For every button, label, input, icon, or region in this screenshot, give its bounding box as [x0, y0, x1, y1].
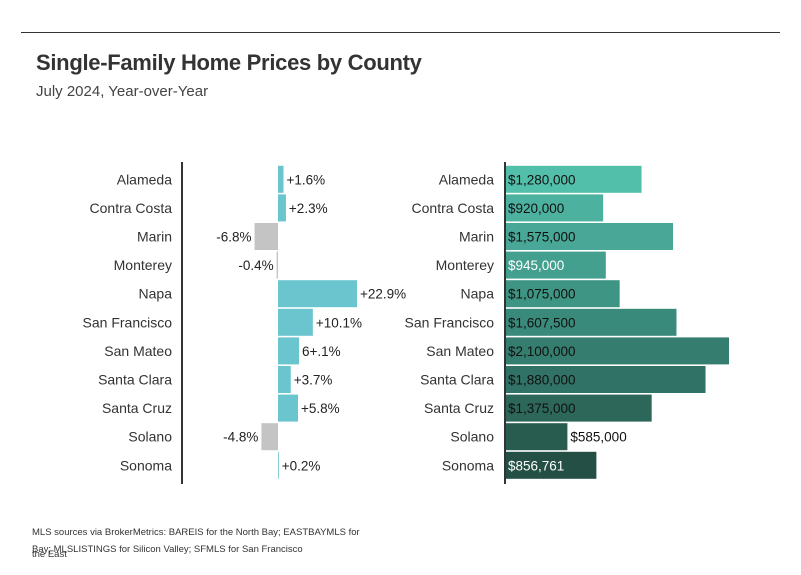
- price-value-label-contra-costa: $920,000: [508, 201, 564, 216]
- footnote-line-1: MLS sources via BrokerMetrics: BAREIS fo…: [32, 527, 360, 560]
- price-category-label-santa-cruz: Santa Cruz: [424, 400, 494, 416]
- price-value-label-solano: $585,000: [570, 430, 626, 445]
- price-bar-alameda: [505, 165, 642, 193]
- yoy-category-label-alameda: Alameda: [117, 171, 172, 187]
- yoy-bar-marin: [254, 223, 278, 250]
- price-bar-san-francisco: [505, 308, 677, 336]
- yoy-value-label-san-francisco: +10.1%: [316, 315, 362, 330]
- price-category-label-monterey: Monterey: [436, 257, 494, 273]
- yoy-bar-santa-clara: [278, 366, 291, 393]
- yoy-bar-contra-costa: [278, 194, 286, 222]
- yoy-category-label-marin: Marin: [137, 229, 172, 245]
- price-value-label-sonoma: $856,761: [508, 458, 564, 473]
- yoy-category-label-santa-clara: Santa Clara: [98, 372, 172, 388]
- yoy-bar-napa: [278, 280, 357, 308]
- yoy-value-label-santa-clara: +3.7%: [294, 373, 333, 388]
- price-value-label-san-francisco: $1,607,500: [508, 315, 576, 330]
- yoy-bar-sonoma: [278, 451, 279, 479]
- price-value-label-santa-cruz: $1,375,000: [508, 401, 576, 416]
- price-bar-solano: [505, 423, 568, 451]
- price-category-label-solano: Solano: [450, 429, 494, 445]
- yoy-change-chart: Alameda +1.6% Contra Costa +2.3% Marin -6.8% M…: [83, 162, 406, 484]
- median-price-chart: Alameda $1,280,000 Contra Costa $920,000 Mar…: [405, 162, 729, 484]
- price-category-label-sonoma: Sonoma: [442, 457, 494, 473]
- price-bar-santa-cruz: [505, 394, 652, 422]
- yoy-category-label-solano: Solano: [128, 429, 172, 445]
- price-category-label-marin: Marin: [459, 229, 494, 245]
- yoy-category-label-san-mateo: San Mateo: [104, 343, 172, 359]
- price-value-label-napa: $1,075,000: [508, 287, 576, 302]
- yoy-value-label-marin: -6.8%: [216, 230, 251, 245]
- yoy-bar-san-francisco: [278, 308, 313, 336]
- price-value-label-alameda: $1,280,000: [508, 172, 576, 187]
- yoy-bar-san-mateo: [278, 337, 300, 365]
- chart-subtitle: July 2024, Year-over-Year: [36, 83, 209, 100]
- price-category-label-santa-clara: Santa Clara: [420, 372, 494, 388]
- yoy-value-label-napa: +22.9%: [360, 287, 406, 302]
- yoy-bar-solano: [261, 423, 278, 451]
- yoy-value-label-solano: -4.8%: [223, 430, 258, 445]
- yoy-category-label-contra-costa: Contra Costa: [90, 200, 173, 216]
- price-category-label-san-mateo: San Mateo: [426, 343, 494, 359]
- yoy-bar-santa-cruz: [278, 394, 299, 422]
- price-bar-napa: [505, 280, 620, 308]
- yoy-category-label-santa-cruz: Santa Cruz: [102, 400, 172, 416]
- price-bar-sonoma: [505, 451, 597, 479]
- yoy-value-label-alameda: +1.6%: [287, 172, 326, 187]
- yoy-value-label-sonoma: +0.2%: [282, 458, 321, 473]
- top-rule: [21, 32, 780, 33]
- yoy-category-label-napa: Napa: [139, 286, 173, 302]
- yoy-bar-monterey: [276, 251, 278, 279]
- yoy-category-label-san-francisco: San Francisco: [83, 314, 173, 330]
- price-category-label-napa: Napa: [461, 286, 495, 302]
- price-bar-san-mateo: [505, 337, 729, 365]
- yoy-bar-alameda: [278, 165, 284, 193]
- yoy-value-label-santa-cruz: +5.8%: [301, 401, 340, 416]
- yoy-value-label-contra-costa: +2.3%: [289, 201, 328, 216]
- yoy-category-label-monterey: Monterey: [114, 257, 172, 273]
- yoy-category-label-sonoma: Sonoma: [120, 457, 172, 473]
- price-bar-marin: [505, 223, 673, 250]
- footnote-line-2: Bay; MLSLISTINGS for Silicon Valley; SFM…: [32, 544, 303, 555]
- price-bar-contra-costa: [505, 194, 604, 222]
- price-category-label-contra-costa: Contra Costa: [412, 200, 495, 216]
- price-value-label-monterey: $945,000: [508, 258, 564, 273]
- chart-title: Single-Family Home Prices by County: [36, 50, 422, 75]
- price-value-label-santa-clara: $1,880,000: [508, 373, 576, 388]
- price-category-label-san-francisco: San Francisco: [405, 314, 495, 330]
- price-value-label-san-mateo: $2,100,000: [508, 344, 576, 359]
- price-category-label-alameda: Alameda: [439, 171, 494, 187]
- yoy-value-label-san-mateo: 6+.1%: [302, 344, 341, 359]
- price-bar-monterey: [505, 251, 606, 279]
- price-bar-santa-clara: [505, 366, 706, 393]
- yoy-value-label-monterey: -0.4%: [238, 258, 273, 273]
- price-value-label-marin: $1,575,000: [508, 230, 576, 245]
